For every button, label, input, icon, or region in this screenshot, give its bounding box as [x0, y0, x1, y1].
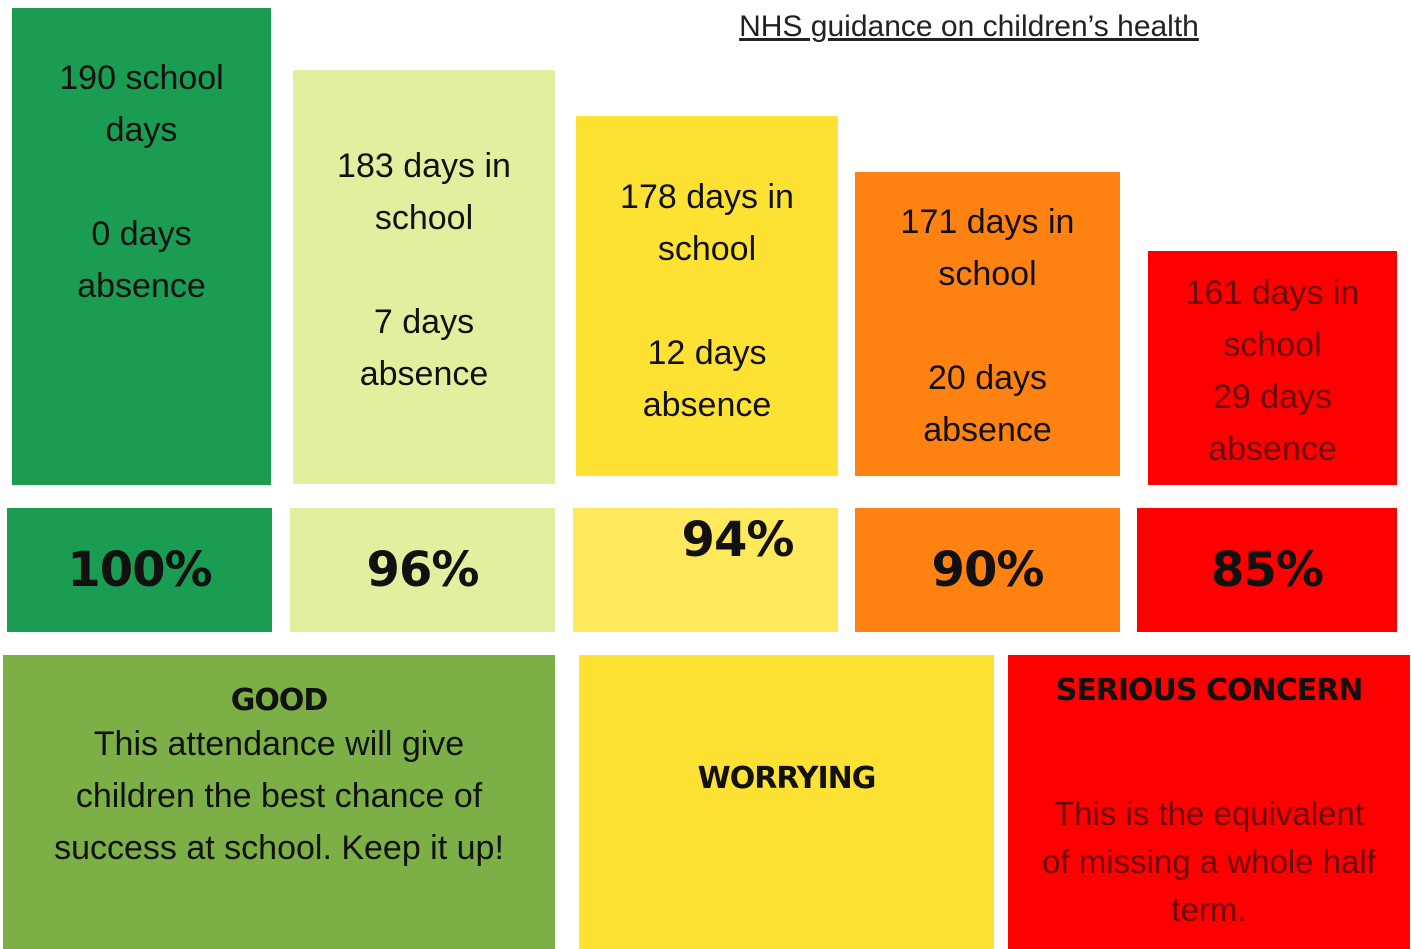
band-title: WORRYING	[579, 761, 994, 796]
band: WORRYING	[579, 655, 994, 949]
column: 183 days in school 7 days absence	[293, 70, 555, 484]
column-text: 178 days in school	[576, 171, 838, 275]
column-text: 183 days in school	[293, 140, 555, 244]
column-text: 171 days in school	[855, 196, 1120, 300]
percentage: 94%	[573, 508, 838, 632]
percentage: 85%	[1137, 508, 1397, 632]
column: 190 school days 0 days absence	[12, 8, 271, 485]
column-text: 190 school days	[12, 52, 271, 156]
column: 171 days in school 20 days absence	[855, 172, 1120, 476]
column-text: 29 days absence	[1148, 371, 1397, 475]
percentage: 90%	[855, 508, 1120, 632]
column-text: 20 days absence	[855, 352, 1120, 456]
page: NHS guidance on children’s health 190 sc…	[0, 0, 1412, 949]
band-title: SERIOUS CONCERN	[1028, 673, 1390, 708]
column-text: 12 days absence	[576, 327, 838, 431]
band-title: GOOD	[39, 683, 519, 718]
percentage: 100%	[7, 508, 272, 632]
band: GOOD This attendance will give children …	[3, 655, 555, 949]
band-text: This is the equivalent of missing a whol…	[1028, 790, 1390, 934]
column-text: 7 days absence	[293, 296, 555, 400]
column-text: 161 days in school	[1148, 267, 1397, 371]
column-text: 0 days absence	[12, 208, 271, 312]
percentage: 96%	[290, 508, 555, 632]
link[interactable]: NHS guidance on children’s health	[700, 10, 1238, 44]
band: SERIOUS CONCERN This is the equivalent o…	[1008, 655, 1410, 949]
column: 178 days in school 12 days absence	[576, 116, 838, 476]
band-text: This attendance will give children the b…	[39, 718, 519, 874]
column: 161 days in school 29 days absence	[1148, 251, 1397, 485]
